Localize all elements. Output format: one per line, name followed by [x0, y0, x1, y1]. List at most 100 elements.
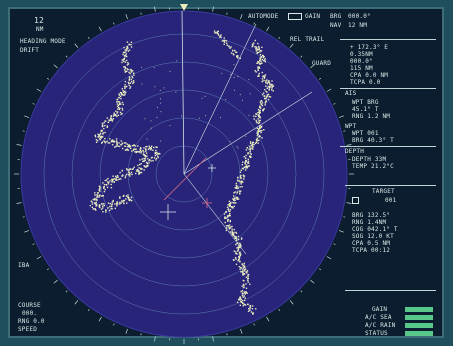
brg-label: BRG [330, 13, 341, 20]
land-echo [237, 57, 238, 58]
clutter-echo [234, 90, 235, 91]
land-echo [259, 128, 260, 129]
land-echo [251, 311, 252, 312]
land-echo [148, 160, 149, 161]
clutter-echo [154, 67, 155, 68]
land-echo [123, 66, 124, 67]
land-echo [115, 114, 116, 115]
bearing-tick [301, 56, 302, 57]
land-echo [240, 172, 241, 173]
land-echo [120, 98, 121, 99]
land-echo [259, 73, 260, 74]
land-echo [143, 158, 144, 159]
land-echo [247, 162, 248, 163]
land-echo [231, 207, 232, 208]
land-echo [128, 144, 129, 145]
land-echo [224, 216, 225, 217]
clutter-echo [141, 84, 142, 85]
land-echo [99, 134, 100, 135]
clutter-echo [205, 115, 206, 116]
land-echo [102, 203, 103, 204]
rain-clutter-bar[interactable] [405, 323, 433, 328]
heading-mode-label[interactable]: HEADING MODE [20, 38, 66, 45]
land-echo [128, 171, 129, 172]
land-echo [148, 162, 149, 163]
clutter-echo [220, 117, 221, 118]
land-echo [231, 230, 232, 231]
land-echo [107, 181, 108, 182]
land-echo [127, 146, 128, 147]
auto-mode-label[interactable]: AUTOMODE [248, 13, 279, 20]
land-echo [149, 147, 150, 148]
land-echo [131, 71, 132, 72]
clutter-echo [170, 71, 171, 72]
clutter-echo [141, 67, 142, 68]
land-echo [218, 34, 219, 35]
land-echo [125, 81, 126, 82]
land-echo [96, 196, 97, 197]
land-echo [215, 32, 216, 33]
land-echo [117, 99, 118, 100]
clutter-echo [250, 93, 251, 94]
gain-level-bar[interactable] [405, 307, 433, 312]
land-echo [118, 115, 119, 116]
sea-clutter-label[interactable]: A/C SEA [365, 314, 392, 321]
bearing-tick [17, 203, 22, 204]
land-echo [255, 113, 256, 114]
land-echo [233, 259, 234, 260]
clutter-echo [163, 87, 164, 88]
land-echo [156, 152, 157, 153]
land-echo [128, 169, 129, 170]
land-echo [262, 76, 263, 77]
land-echo [229, 48, 230, 49]
gain-control-label[interactable]: GAIN [372, 306, 387, 313]
land-echo [242, 300, 243, 301]
land-echo [235, 52, 236, 53]
rel-trail-label[interactable]: REL TRAIL [290, 36, 324, 43]
status-bar [405, 331, 433, 336]
land-echo [120, 96, 121, 97]
land-echo [272, 84, 273, 85]
land-echo [109, 180, 110, 181]
land-echo [128, 198, 129, 199]
land-echo [114, 113, 115, 114]
land-echo [224, 42, 225, 43]
rain-clutter-label[interactable]: A/C RAIN [365, 322, 396, 329]
land-echo [247, 278, 248, 279]
land-echo [271, 89, 272, 90]
land-echo [122, 175, 123, 176]
land-echo [104, 191, 105, 192]
guard-zone-label[interactable]: GUARD [312, 60, 331, 67]
land-echo [242, 290, 243, 291]
land-echo [129, 79, 130, 80]
land-echo [130, 44, 131, 45]
land-echo [249, 146, 250, 147]
land-echo [236, 236, 237, 237]
land-echo [273, 90, 274, 91]
land-echo [245, 268, 246, 269]
sea-clutter-bar[interactable] [405, 315, 433, 320]
depth-title: DEPTH [345, 148, 364, 155]
land-echo [106, 179, 107, 180]
land-echo [113, 115, 114, 116]
land-echo [100, 133, 101, 134]
land-echo [248, 308, 249, 309]
land-echo [107, 178, 108, 179]
land-echo [234, 50, 235, 51]
land-echo [239, 268, 240, 269]
land-echo [243, 178, 244, 179]
land-echo [147, 163, 148, 164]
clutter-echo [238, 148, 239, 149]
land-echo [104, 205, 105, 206]
land-echo [123, 61, 124, 62]
land-echo [155, 152, 156, 153]
land-echo [104, 132, 105, 133]
bearing-tick [66, 56, 67, 57]
land-echo [109, 138, 110, 139]
land-echo [139, 159, 140, 160]
land-echo [267, 88, 268, 89]
land-echo [250, 305, 251, 306]
land-echo [242, 273, 243, 274]
target-select-checkbox[interactable] [352, 197, 359, 204]
